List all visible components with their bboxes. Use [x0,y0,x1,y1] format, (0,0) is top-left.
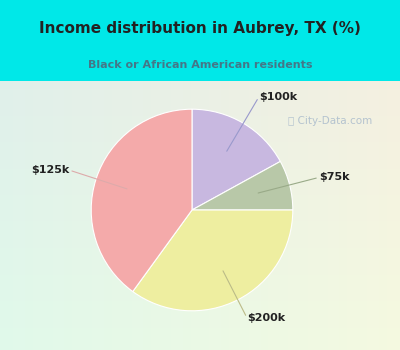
Wedge shape [192,161,293,210]
Text: Black or African American residents: Black or African American residents [88,61,312,70]
Wedge shape [91,109,192,292]
Text: $200k: $200k [247,313,285,323]
Text: $100k: $100k [259,92,297,102]
Text: $125k: $125k [31,165,69,175]
Text: Income distribution in Aubrey, TX (%): Income distribution in Aubrey, TX (%) [39,21,361,36]
Wedge shape [192,109,280,210]
Text: $75k: $75k [319,173,350,182]
Text: ⓘ City-Data.com: ⓘ City-Data.com [288,116,372,126]
Wedge shape [133,210,293,311]
